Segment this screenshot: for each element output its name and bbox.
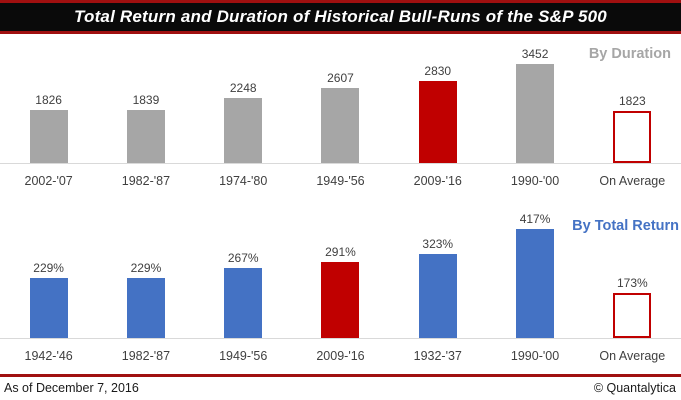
category-label: 1949-'56 — [219, 348, 268, 363]
bar — [516, 229, 555, 338]
bar — [321, 87, 360, 163]
bar-column: 3452 — [486, 46, 583, 163]
bar — [29, 278, 68, 338]
bar-value-label: 267% — [227, 251, 259, 266]
duration-chart: By Duration 1826 1839 2248 2607 2830 3452 1823… — [0, 34, 681, 196]
total-return-plot: 229% 229% 267% 291% 323% 417% 173% — [0, 196, 681, 339]
bar — [321, 261, 360, 338]
bar-value-label: 2607 — [327, 70, 354, 85]
duration-category-row: 2002-'07 1982-'87 1974-'80 1949-'56 2009-'16… — [0, 164, 681, 196]
category-label: 1949-'56 — [316, 173, 365, 188]
bar — [224, 268, 263, 338]
bar — [126, 278, 165, 338]
bar-column: 229% — [97, 261, 194, 338]
average-outline-bar — [613, 110, 652, 163]
bar-column: 417% — [486, 212, 583, 338]
category-label: 2002-'07 — [24, 173, 73, 188]
bar-value-label: 173% — [616, 275, 648, 290]
footer: As of December 7, 2016 © Quantalytica — [0, 377, 681, 395]
category-label: 1982-'87 — [121, 348, 171, 363]
average-outline-bar — [613, 292, 652, 338]
section-label-by-duration: By Duration — [588, 46, 671, 62]
bar-column: 2607 — [292, 71, 389, 163]
bar — [516, 63, 555, 163]
footer-divider — [0, 374, 681, 377]
bar-column: 1826 — [0, 93, 97, 163]
bar-value-label: 2248 — [229, 81, 257, 96]
bar — [418, 81, 457, 163]
bar-column: 323% — [389, 237, 486, 338]
bar-value-label: 417% — [519, 212, 551, 226]
total-return-category-row: 1942-'46 1982-'87 1949-'56 2009-'16 1932-'37… — [0, 339, 681, 371]
category-label: 1932-'37 — [413, 348, 462, 363]
bar-column: 1839 — [97, 93, 194, 163]
category-label: 1942-'46 — [24, 348, 73, 363]
title-bar: Total Return and Duration of Historical … — [0, 0, 681, 34]
category-label: 2009-'16 — [413, 173, 462, 188]
bar — [418, 253, 457, 338]
total-return-chart: By Total Return 229% 229% 267% 291% 323% 417%… — [0, 196, 681, 371]
category-label: 1990-'00 — [510, 173, 560, 188]
bar — [29, 110, 68, 163]
bar — [224, 98, 263, 163]
category-label: 1974-'80 — [219, 173, 268, 188]
bar-value-label: 1839 — [132, 93, 160, 107]
bar-column: 229% — [0, 261, 97, 338]
duration-plot: 1826 1839 2248 2607 2830 3452 1823 — [0, 34, 681, 164]
bar-value-label: 2830 — [424, 64, 452, 79]
category-label: 1982-'87 — [121, 173, 171, 188]
chart-title: Total Return and Duration of Historical … — [74, 7, 607, 26]
bar-column: 1823 — [584, 93, 681, 163]
bar-column: 173% — [584, 276, 681, 338]
bar — [126, 110, 165, 163]
bar-column: 291% — [292, 245, 389, 338]
bar-value-label: 1823 — [618, 93, 646, 108]
bar-column: 2830 — [389, 64, 486, 163]
bar-value-label: 1826 — [35, 93, 62, 108]
as-of-date-label: As of December 7, 2016 — [4, 381, 139, 395]
bar-value-label: 291% — [325, 244, 356, 259]
bar-value-label: 229% — [33, 261, 64, 276]
credit-label: © Quantalytica — [593, 381, 676, 395]
bar-column: 267% — [195, 251, 292, 338]
category-label: 1990-'00 — [510, 348, 560, 363]
category-label: On Average — [599, 348, 666, 363]
section-label-by-total-return: By Total Return — [572, 218, 679, 234]
category-label: 2009-'16 — [316, 348, 365, 363]
bar-value-label: 323% — [422, 236, 454, 251]
category-label: On Average — [599, 173, 666, 188]
bar-value-label: 229% — [130, 261, 162, 276]
bar-column: 2248 — [195, 81, 292, 163]
bar-value-label: 3452 — [521, 46, 549, 61]
